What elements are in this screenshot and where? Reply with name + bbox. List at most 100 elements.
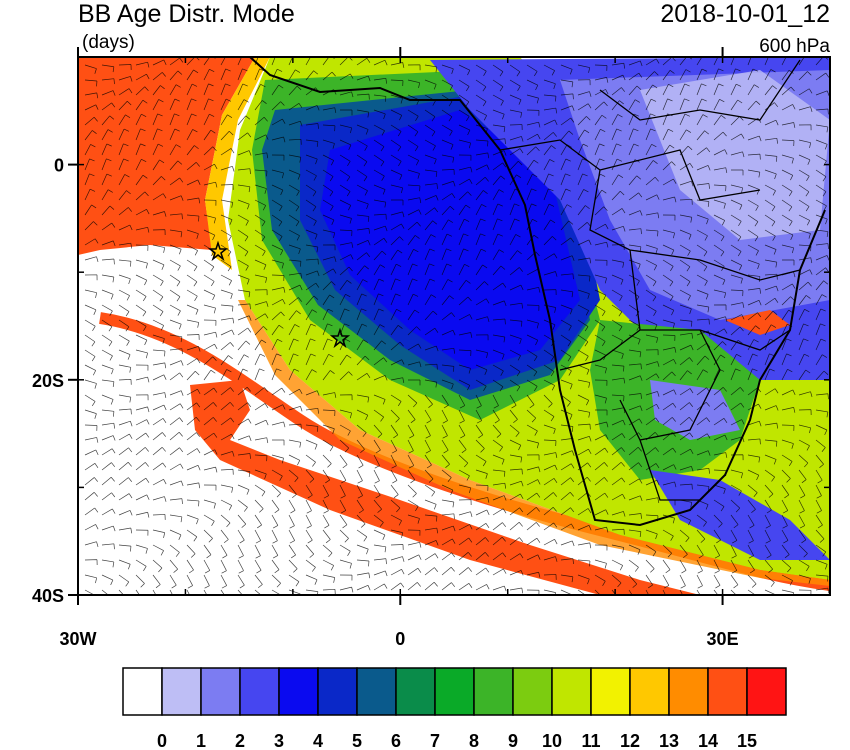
wind-barb <box>798 71 812 81</box>
wind-barb <box>458 191 472 201</box>
wind-barb <box>713 402 727 411</box>
wind-barb <box>509 79 521 91</box>
wind-barb <box>356 239 371 246</box>
wind-barb <box>594 274 607 284</box>
colorbar-label: 11 <box>581 731 600 750</box>
wind-barb <box>169 144 181 156</box>
wind-barb <box>577 559 591 567</box>
wind-barb <box>322 424 335 435</box>
wind-barb <box>373 184 386 195</box>
wind-barb <box>747 574 757 588</box>
wind-barb <box>169 544 180 557</box>
wind-barb <box>322 574 336 583</box>
wind-barb <box>373 154 385 167</box>
wind-barb <box>84 364 97 376</box>
wind-barb <box>458 139 471 149</box>
wind-barb <box>543 271 558 277</box>
wind-barb <box>288 69 301 81</box>
wind-barb <box>611 114 623 126</box>
wind-barb <box>798 514 806 529</box>
colorbar-label: 8 <box>469 731 479 750</box>
wind-barb <box>696 98 707 111</box>
wind-barb <box>713 559 720 574</box>
wind-barb <box>390 124 402 137</box>
wind-barb <box>611 289 623 301</box>
wind-barb <box>560 507 575 516</box>
wind-barb <box>203 83 214 96</box>
wind-barb <box>764 338 775 351</box>
wind-barb <box>186 464 201 471</box>
wind-barb <box>441 552 456 561</box>
wind-barb <box>475 94 487 107</box>
wind-barb <box>373 213 387 220</box>
wind-barb <box>152 176 166 186</box>
wind-barb <box>764 102 779 111</box>
wind-barb <box>390 94 403 104</box>
colorbar-label: 4 <box>313 731 323 750</box>
wind-barb <box>135 544 148 554</box>
wind-barb <box>84 274 98 281</box>
wind-barb <box>781 184 793 197</box>
wind-barb <box>152 72 166 81</box>
wind-barb <box>560 349 572 362</box>
wind-barb <box>203 129 216 141</box>
wind-barb <box>815 354 828 366</box>
wind-barb <box>288 154 302 163</box>
wind-barb <box>339 229 353 237</box>
wind-barb <box>594 526 609 533</box>
wind-barb <box>288 297 303 306</box>
wind-barb <box>169 447 184 456</box>
wind-barb <box>237 354 249 366</box>
wind-barb <box>101 409 115 417</box>
wind-barb <box>458 154 472 161</box>
wind-barb <box>543 492 557 501</box>
wind-barb <box>679 198 693 205</box>
wind-barb <box>560 117 575 126</box>
wind-barb <box>407 326 421 336</box>
wind-barb <box>662 214 676 221</box>
wind-barb <box>271 311 285 321</box>
wind-barb <box>509 203 520 216</box>
wind-barb <box>135 574 145 588</box>
colorbar-label: 6 <box>391 731 401 750</box>
wind-barb <box>628 432 643 441</box>
wind-barb <box>509 454 523 463</box>
wind-barb <box>424 363 438 370</box>
wind-barb <box>662 259 674 272</box>
wind-barb <box>747 84 760 96</box>
wind-barb <box>577 364 590 375</box>
wind-barb <box>492 552 507 561</box>
wind-barb <box>594 223 609 231</box>
wind-barb <box>730 289 744 297</box>
wind-barb <box>390 556 405 562</box>
wind-barb <box>407 293 419 306</box>
wind-barb <box>747 312 762 321</box>
wind-barb <box>560 409 573 420</box>
wind-barb <box>135 143 146 156</box>
wind-barb <box>543 409 555 422</box>
wind-barb <box>254 544 261 559</box>
wind-barb <box>577 542 592 549</box>
wind-barb <box>101 462 116 471</box>
wind-barb <box>747 288 761 294</box>
wind-barb <box>101 115 115 126</box>
wind-barb <box>798 229 811 239</box>
wind-barb <box>543 79 556 89</box>
wind-barb <box>662 319 675 329</box>
wind-barb <box>424 234 436 246</box>
wind-barb <box>747 135 762 142</box>
wind-barb <box>305 559 316 572</box>
wind-barb <box>747 169 761 178</box>
wind-barb <box>84 462 99 471</box>
wind-barb <box>509 379 521 392</box>
wind-barb <box>203 259 215 272</box>
wind-barb <box>713 83 724 96</box>
wind-barb <box>441 139 454 150</box>
wind-barb <box>322 184 334 197</box>
wind-barb <box>611 493 626 501</box>
wind-barb <box>305 282 320 291</box>
wind-barb <box>220 148 235 156</box>
wind-barb <box>169 334 183 343</box>
wind-barb <box>611 319 623 332</box>
wind-barb <box>458 394 466 409</box>
